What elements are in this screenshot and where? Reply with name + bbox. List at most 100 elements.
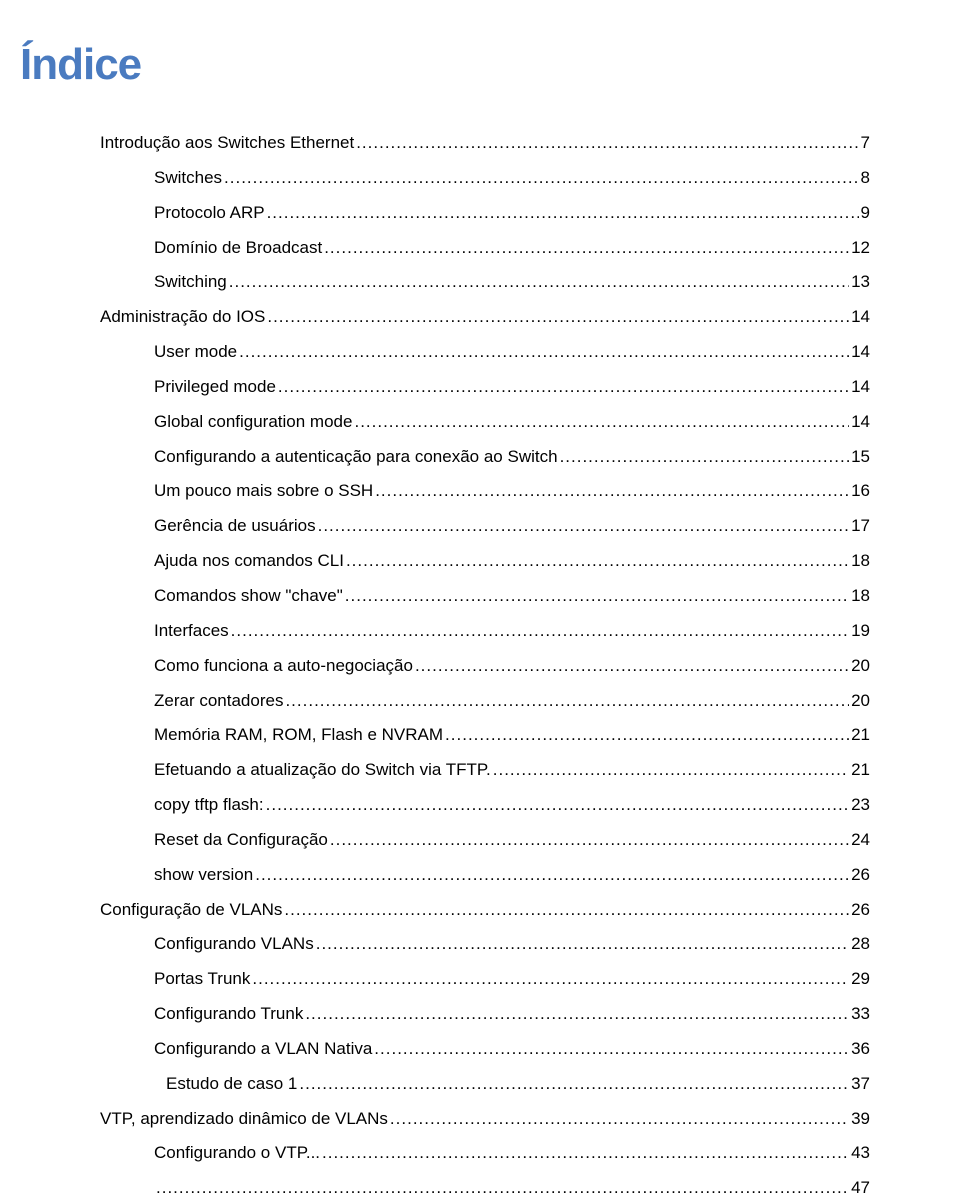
toc-leader-dots [231,618,849,644]
toc-entry: Switching13 [100,269,870,295]
toc-entry-label: Um pouco mais sobre o SSH [154,478,373,504]
toc-leader-dots [445,722,849,748]
toc-entry-page: 29 [851,966,870,992]
toc-entry: Memória RAM, ROM, Flash e NVRAM21 [100,722,870,748]
toc-entry: VTP, aprendizado dinâmico de VLANs 39 [100,1106,870,1132]
toc-entry-page: 39 [851,1106,870,1132]
toc-entry-label: Privileged mode [154,374,276,400]
toc-entry-label: Switches [154,165,222,191]
toc-leader-dots [345,583,849,609]
toc-entry: Gerência de usuários 17 [100,513,870,539]
toc-leader-dots [318,513,849,539]
toc-leader-dots [322,1140,849,1166]
toc-entry-label: show version [154,862,253,888]
toc-entry: Zerar contadores 20 [100,688,870,714]
toc-entry: Interfaces 19 [100,618,870,644]
toc-leader-dots [278,374,849,400]
toc-entry-page: 7 [861,130,870,156]
toc-entry-page: 24 [851,827,870,853]
toc-leader-dots [252,966,849,992]
toc-entry: Configurando Trunk 33 [100,1001,870,1027]
toc-leader-dots [346,548,849,574]
toc-leader-dots [156,1175,849,1201]
toc-leader-dots [285,688,849,714]
toc-leader-dots [390,1106,849,1132]
toc-entry-page: 18 [851,583,870,609]
toc-entry-page: 9 [861,200,870,226]
toc-leader-dots [375,478,849,504]
toc-entry: show version 26 [100,862,870,888]
toc-entry-page: 28 [851,931,870,957]
toc-entry-label: Configurando a autenticação para conexão… [154,444,558,470]
toc-entry-label: Introdução aos Switches Ethernet [100,130,354,156]
toc-leader-dots [356,130,858,156]
toc-entry-page: 17 [851,513,870,539]
toc-entry: Configurando a VLAN Nativa 36 [100,1036,870,1062]
toc-entry-label: Comandos show "chave" [154,583,343,609]
toc-entry-label: User mode [154,339,237,365]
toc-entry-page: 16 [851,478,870,504]
toc-entry-label: Interfaces [154,618,229,644]
toc-entry-page: 37 [851,1071,870,1097]
toc-leader-dots [305,1001,849,1027]
toc-entry-label: copy tftp flash: [154,792,264,818]
toc-entry-page: 21 [851,722,870,748]
toc-entry: Reset da Configuração 24 [100,827,870,853]
toc-leader-dots [267,304,849,330]
toc-entry-page: 23 [851,792,870,818]
toc-leader-dots [324,235,849,261]
toc-leader-dots [374,1036,849,1062]
toc-entry-page: 36 [851,1036,870,1062]
toc-entry-label: Zerar contadores [154,688,283,714]
toc-entry: Domínio de Broadcast12 [100,235,870,261]
toc-entry-label: Global configuration mode [154,409,352,435]
table-of-contents: Introdução aos Switches Ethernet 7 Switche… [100,130,870,1202]
toc-entry-label: Estudo de caso 1 [166,1071,297,1097]
toc-entry: Global configuration mode14 [100,409,870,435]
toc-leader-dots [330,827,849,853]
toc-entry-page: 8 [861,165,870,191]
toc-leader-dots [415,653,849,679]
toc-entry: Configurando a autenticação para conexão… [100,444,870,470]
toc-entry-label: Reset da Configuração [154,827,328,853]
toc-entry-label: Configurando VLANs [154,931,314,957]
toc-entry-label: Configurando Trunk [154,1001,303,1027]
toc-entry-label: Gerência de usuários [154,513,316,539]
toc-entry: Switches 8 [100,165,870,191]
toc-entry-label: Configurando o VTP... [154,1140,320,1166]
toc-entry-label: Configuração de VLANs [100,897,282,923]
toc-leader-dots [493,757,849,783]
toc-entry-label: Switching [154,269,227,295]
toc-entry: copy tftp flash: 23 [100,792,870,818]
toc-entry: Comandos show "chave" 18 [100,583,870,609]
toc-entry-label: Ajuda nos comandos CLI [154,548,344,574]
toc-entry-page: 47 [851,1175,870,1201]
toc-entry-page: 14 [851,374,870,400]
toc-entry-page: 18 [851,548,870,574]
toc-leader-dots [299,1071,849,1097]
toc-entry: 47 [100,1175,870,1201]
toc-entry-page: 20 [851,688,870,714]
toc-entry-page: 26 [851,897,870,923]
toc-entry-page: 33 [851,1001,870,1027]
toc-entry-page: 20 [851,653,870,679]
toc-entry-label: Efetuando a atualização do Switch via TF… [154,757,491,783]
toc-entry-page: 19 [851,618,870,644]
toc-leader-dots [267,200,859,226]
toc-leader-dots [239,339,849,365]
toc-leader-dots [266,792,849,818]
toc-leader-dots [316,931,849,957]
toc-entry-label: Portas Trunk [154,966,250,992]
toc-entry-label: Administração do IOS [100,304,265,330]
toc-entry-page: 12 [851,235,870,261]
toc-leader-dots [560,444,850,470]
toc-leader-dots [284,897,849,923]
toc-entry-page: 26 [851,862,870,888]
toc-entry-page: 43 [851,1140,870,1166]
toc-entry: Portas Trunk 29 [100,966,870,992]
toc-entry: Ajuda nos comandos CLI 18 [100,548,870,574]
toc-entry-label: VTP, aprendizado dinâmico de VLANs [100,1106,388,1132]
toc-entry: Configurando VLANs 28 [100,931,870,957]
toc-entry-label: Como funciona a auto-negociação [154,653,413,679]
toc-entry-label: Configurando a VLAN Nativa [154,1036,372,1062]
